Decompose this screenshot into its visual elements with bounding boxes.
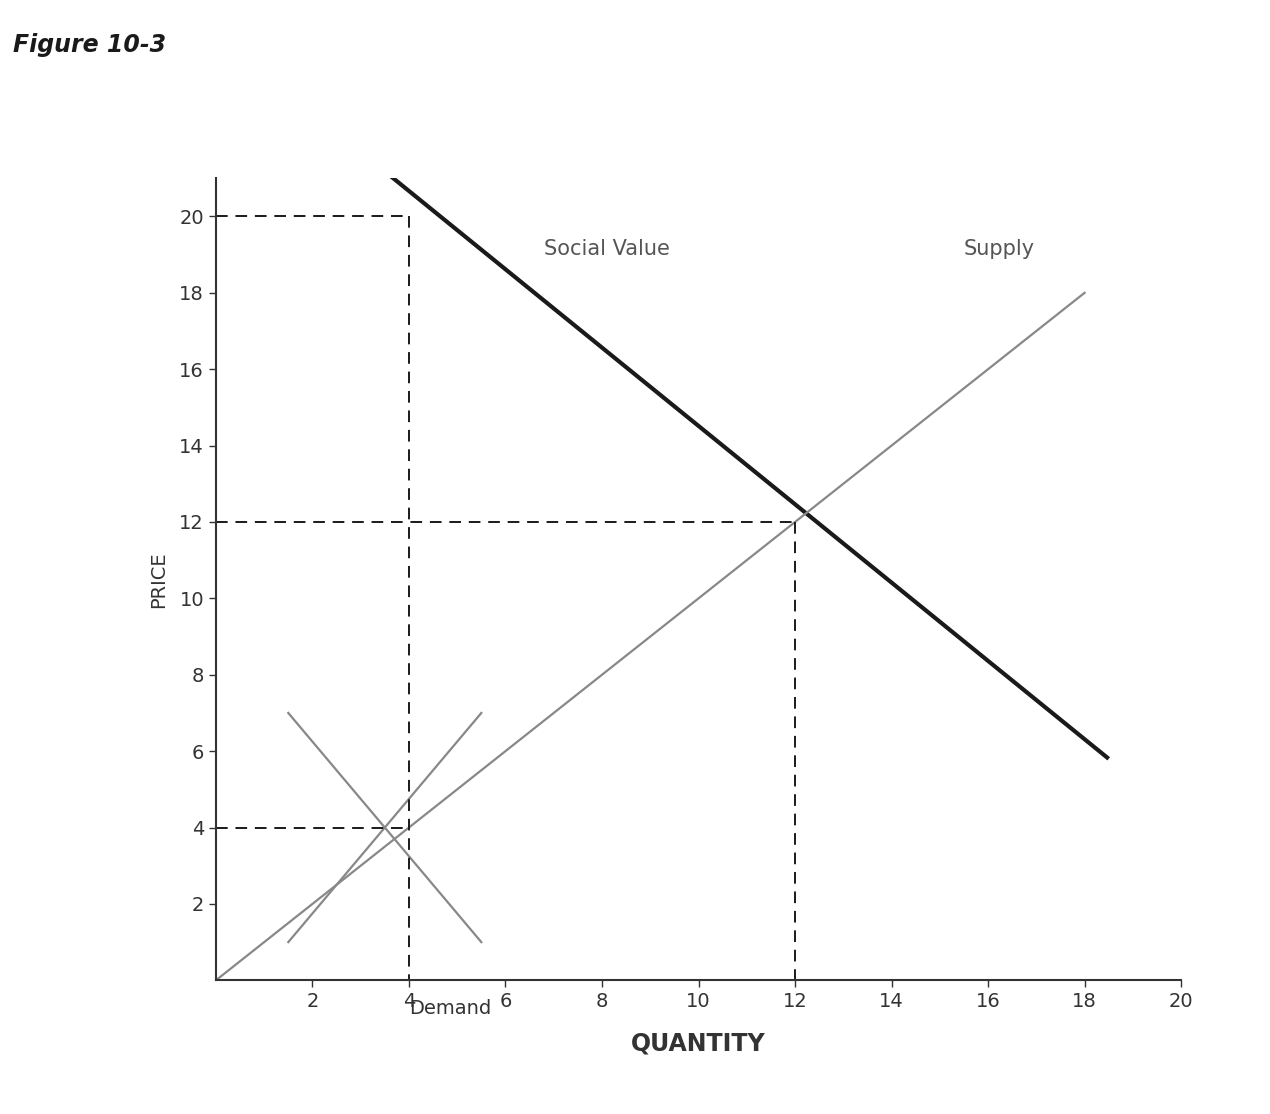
- X-axis label: QUANTITY: QUANTITY: [631, 1032, 766, 1056]
- Y-axis label: PRICE: PRICE: [150, 551, 168, 607]
- Text: Social Value: Social Value: [544, 238, 671, 258]
- Text: Demand: Demand: [409, 999, 491, 1018]
- Text: Figure 10-3: Figure 10-3: [13, 33, 166, 58]
- Text: Supply: Supply: [964, 238, 1035, 258]
